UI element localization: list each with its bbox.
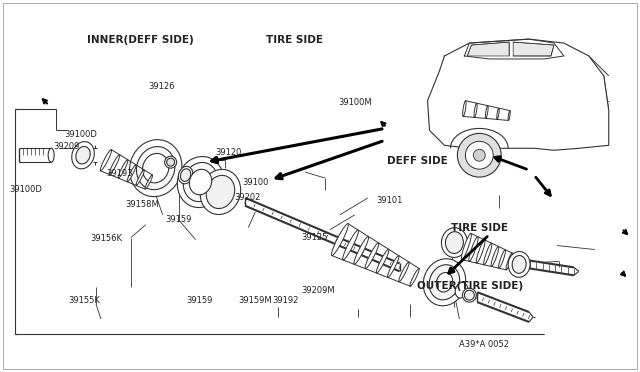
Ellipse shape xyxy=(491,247,499,266)
Ellipse shape xyxy=(442,228,467,257)
Text: 39158M: 39158M xyxy=(125,200,159,209)
Ellipse shape xyxy=(354,237,369,264)
Text: DEFF SIDE: DEFF SIDE xyxy=(387,156,447,166)
Ellipse shape xyxy=(455,282,468,298)
Ellipse shape xyxy=(206,175,235,209)
Ellipse shape xyxy=(200,169,241,215)
Ellipse shape xyxy=(468,237,478,262)
Ellipse shape xyxy=(109,155,120,174)
Ellipse shape xyxy=(387,256,399,278)
Polygon shape xyxy=(428,39,609,150)
Ellipse shape xyxy=(136,147,175,190)
Ellipse shape xyxy=(508,251,530,277)
Circle shape xyxy=(462,288,476,302)
Text: 39100D: 39100D xyxy=(64,130,97,139)
Text: TIRE SIDE: TIRE SIDE xyxy=(451,224,508,234)
Ellipse shape xyxy=(127,165,136,182)
Text: 39125: 39125 xyxy=(301,233,327,242)
Ellipse shape xyxy=(476,240,485,263)
Ellipse shape xyxy=(129,140,182,197)
Ellipse shape xyxy=(497,108,499,119)
Ellipse shape xyxy=(429,265,460,300)
Text: A39*A 0052: A39*A 0052 xyxy=(459,340,509,349)
Text: 39209: 39209 xyxy=(54,142,80,151)
Polygon shape xyxy=(467,42,509,56)
Ellipse shape xyxy=(72,142,94,169)
Ellipse shape xyxy=(474,103,477,118)
Ellipse shape xyxy=(145,175,152,189)
Ellipse shape xyxy=(436,273,452,292)
Ellipse shape xyxy=(100,150,111,171)
Circle shape xyxy=(164,156,177,168)
Text: 39202: 39202 xyxy=(234,193,260,202)
Text: 39159: 39159 xyxy=(186,296,212,305)
Ellipse shape xyxy=(183,163,218,202)
Circle shape xyxy=(465,290,474,300)
Text: 39156K: 39156K xyxy=(91,234,123,243)
Ellipse shape xyxy=(512,256,526,273)
Text: 39192: 39192 xyxy=(272,296,299,305)
Text: 39126: 39126 xyxy=(148,82,175,91)
Ellipse shape xyxy=(179,166,193,184)
Circle shape xyxy=(458,134,501,177)
Circle shape xyxy=(474,149,485,161)
Ellipse shape xyxy=(332,224,348,256)
Text: 39193: 39193 xyxy=(106,169,133,177)
Ellipse shape xyxy=(506,253,513,270)
Text: INNER(DEFF SIDE): INNER(DEFF SIDE) xyxy=(88,35,194,45)
Ellipse shape xyxy=(399,262,409,282)
Ellipse shape xyxy=(485,106,488,118)
Text: 39100D: 39100D xyxy=(9,185,42,194)
Text: 39159M: 39159M xyxy=(239,296,272,305)
Ellipse shape xyxy=(484,243,492,265)
Text: 39155K: 39155K xyxy=(68,296,100,305)
Text: 39100: 39100 xyxy=(243,178,269,187)
Ellipse shape xyxy=(410,269,419,286)
Ellipse shape xyxy=(463,101,466,116)
Ellipse shape xyxy=(48,148,54,162)
Text: 39209M: 39209M xyxy=(301,286,335,295)
Ellipse shape xyxy=(508,110,510,121)
Text: OUTER(TIRE SIDE): OUTER(TIRE SIDE) xyxy=(417,282,523,291)
Ellipse shape xyxy=(177,157,224,208)
Ellipse shape xyxy=(499,250,506,268)
Ellipse shape xyxy=(461,233,471,260)
Text: 39120: 39120 xyxy=(215,148,241,157)
Text: 39100M: 39100M xyxy=(338,99,371,108)
Ellipse shape xyxy=(189,169,212,195)
Ellipse shape xyxy=(376,249,389,273)
Ellipse shape xyxy=(143,153,169,183)
Ellipse shape xyxy=(445,232,463,253)
Circle shape xyxy=(166,158,175,166)
Text: 39159: 39159 xyxy=(166,215,192,224)
Ellipse shape xyxy=(180,169,191,182)
Ellipse shape xyxy=(342,230,358,260)
Ellipse shape xyxy=(136,170,145,186)
Circle shape xyxy=(465,141,493,169)
Polygon shape xyxy=(513,42,554,56)
Ellipse shape xyxy=(423,259,466,306)
Ellipse shape xyxy=(365,243,379,269)
Ellipse shape xyxy=(118,160,128,178)
Text: 39101: 39101 xyxy=(376,196,403,205)
Text: TIRE SIDE: TIRE SIDE xyxy=(266,35,323,45)
Ellipse shape xyxy=(76,147,90,164)
